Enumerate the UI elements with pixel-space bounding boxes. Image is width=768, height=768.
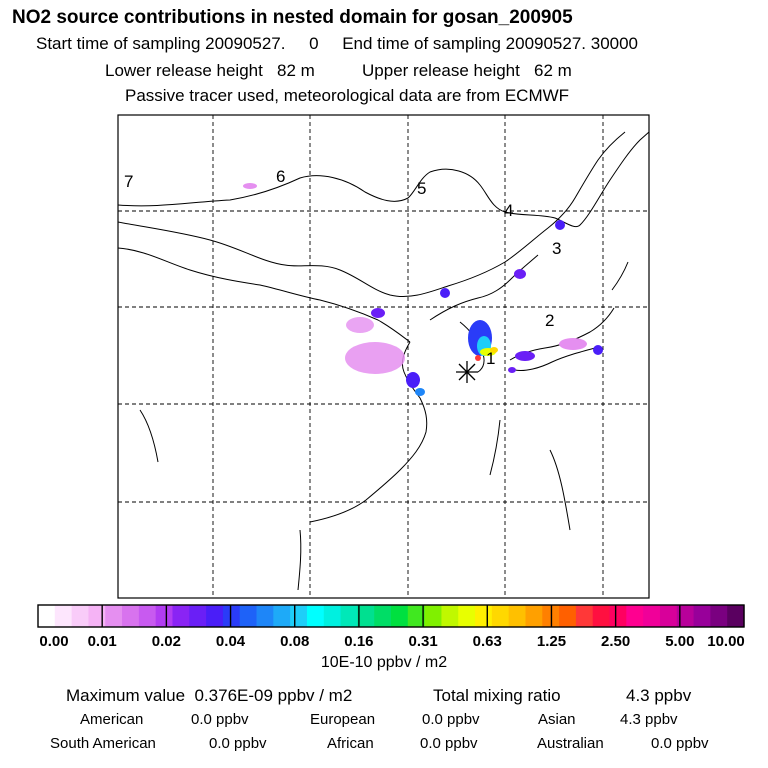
tick-label-9: 2.50 bbox=[601, 633, 631, 650]
tick-label-2: 0.02 bbox=[151, 633, 181, 650]
region-value-american: 0.0 ppbv bbox=[191, 711, 249, 728]
receptor-site-marker bbox=[456, 361, 478, 383]
color-scale-cell bbox=[407, 605, 426, 627]
color-scale-cell bbox=[256, 605, 274, 627]
region-name-european: European bbox=[310, 711, 376, 728]
upper-release-height: Upper release height 62 m bbox=[362, 61, 572, 80]
tick-label-11: 10.00 bbox=[707, 633, 745, 650]
map-frame bbox=[117, 114, 650, 599]
color-scale-cell bbox=[54, 605, 73, 627]
color-scale-cell bbox=[458, 605, 476, 627]
color-scale-cell bbox=[122, 605, 140, 627]
color-scale-cell bbox=[105, 605, 123, 627]
color-scale-cell bbox=[374, 605, 392, 627]
region-label-2: 2 bbox=[545, 311, 554, 330]
sampling-start: Start time of sampling 20090527. 0 bbox=[36, 34, 319, 53]
region-name-asian: Asian bbox=[538, 711, 576, 728]
release-heights: Lower release height 82 m Upper release … bbox=[105, 62, 572, 79]
color-scale-cell bbox=[189, 605, 207, 627]
tick-label-1: 0.01 bbox=[87, 633, 117, 650]
color-scale-frame bbox=[37, 604, 745, 628]
color-scale-cell bbox=[222, 605, 241, 627]
tick-label-4: 0.08 bbox=[280, 633, 310, 650]
color-scale-cell bbox=[206, 605, 224, 627]
region-label-6: 6 bbox=[276, 167, 285, 186]
color-scale-cell bbox=[138, 605, 157, 627]
color-scale-cell bbox=[592, 605, 611, 627]
region-value-european: 0.0 ppbv bbox=[422, 711, 480, 728]
color-scale-cell bbox=[306, 605, 325, 627]
color-scale-cell bbox=[340, 605, 358, 627]
color-scale-cell bbox=[273, 605, 291, 627]
color-scale-cell bbox=[155, 605, 174, 627]
region-name-south-american: South American bbox=[50, 735, 156, 752]
color-scale-unit: 10E-10 ppbv / m2 bbox=[320, 654, 448, 671]
graticule bbox=[118, 115, 649, 598]
tracer-note: Passive tracer used, meteorological data… bbox=[125, 86, 570, 105]
map-title: NO2 source contributions in nested domai… bbox=[12, 7, 573, 28]
tick-label-0: 0.00 bbox=[39, 633, 69, 650]
region-label-1: 1 bbox=[486, 349, 495, 368]
region-name-american: American bbox=[80, 711, 144, 728]
maximum-value: Maximum value 0.376E-09 ppbv / m2 bbox=[66, 686, 353, 705]
region-name-african: African bbox=[327, 735, 374, 752]
color-scale-cell bbox=[475, 605, 493, 627]
region-value-african: 0.0 ppbv bbox=[420, 735, 478, 752]
color-scale-cell bbox=[441, 605, 459, 627]
color-scale-cell bbox=[727, 605, 745, 627]
sampling-end: End time of sampling 20090527. 30000 bbox=[342, 34, 639, 53]
color-scale-cell bbox=[693, 605, 711, 627]
region-name-australian: Australian bbox=[537, 735, 604, 752]
color-scale-cell bbox=[172, 605, 190, 627]
tick-label-5: 0.16 bbox=[344, 633, 374, 650]
sampling-times: Start time of sampling 20090527. 0 End t… bbox=[36, 35, 638, 52]
color-scale-cell bbox=[290, 605, 308, 627]
region-label-4: 4 bbox=[504, 201, 513, 220]
region-label-5: 5 bbox=[417, 179, 426, 198]
color-scale-cell bbox=[88, 605, 106, 627]
color-scale-cell bbox=[357, 605, 375, 627]
region-label-3: 3 bbox=[552, 239, 561, 258]
color-scale-cell bbox=[659, 605, 678, 627]
color-scale-cell bbox=[676, 605, 695, 627]
color-scale-cell bbox=[575, 605, 594, 627]
concentration-plume bbox=[243, 183, 603, 396]
tick-label-10: 5.00 bbox=[665, 633, 695, 650]
color-scale-cell bbox=[643, 605, 661, 627]
color-scale-cell bbox=[491, 605, 510, 627]
region-value-asian: 4.3 ppbv bbox=[620, 711, 678, 728]
color-scale-cell bbox=[508, 605, 527, 627]
color-scale-cell bbox=[609, 605, 627, 627]
coastlines bbox=[117, 131, 650, 591]
color-scale-cell bbox=[38, 605, 56, 627]
color-scale-cell bbox=[71, 605, 90, 627]
color-scale-cell bbox=[626, 605, 644, 627]
tick-label-3: 0.04 bbox=[215, 633, 246, 650]
tick-label-8: 1.25 bbox=[536, 633, 567, 650]
lower-release-height: Lower release height 82 m bbox=[105, 61, 315, 80]
tick-label-6: 0.31 bbox=[408, 633, 438, 650]
color-scale-cell bbox=[559, 605, 577, 627]
region-value-south-american: 0.0 ppbv bbox=[209, 735, 267, 752]
total-mixing-ratio-label: Total mixing ratio bbox=[433, 686, 561, 705]
color-scale-cell bbox=[525, 605, 543, 627]
region-value-australian: 0.0 ppbv bbox=[651, 735, 709, 752]
region-label-7: 7 bbox=[124, 172, 133, 191]
color-scale-cell bbox=[424, 605, 443, 627]
color-scale-cell bbox=[239, 605, 258, 627]
color-scale-cell bbox=[323, 605, 342, 627]
tick-label-7: 0.63 bbox=[472, 633, 502, 650]
color-scale-cell bbox=[391, 605, 409, 627]
color-scale-cell bbox=[710, 605, 728, 627]
total-mixing-ratio-value: 4.3 ppbv bbox=[626, 686, 692, 705]
